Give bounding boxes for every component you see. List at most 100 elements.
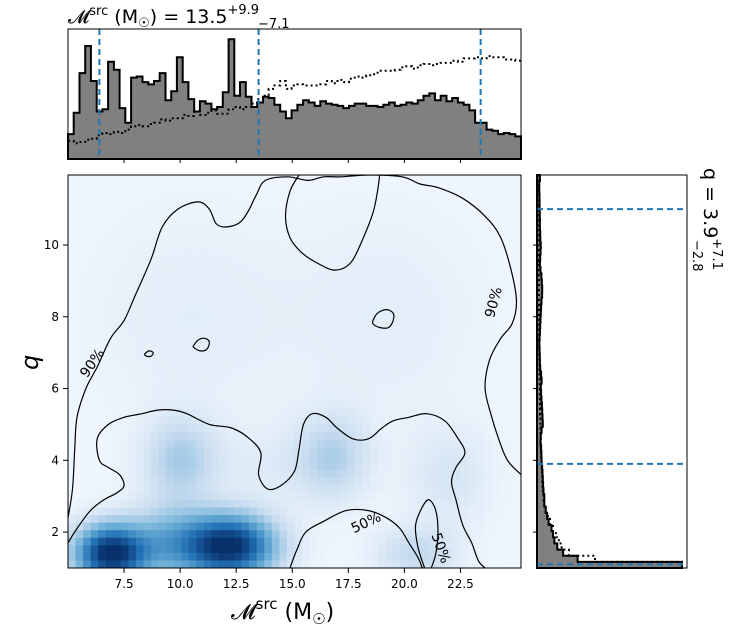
heat-cell <box>196 492 205 501</box>
heat-cell <box>98 280 107 289</box>
heat-cell <box>385 235 394 244</box>
heat-cell <box>294 243 303 252</box>
heat-cell <box>105 341 114 350</box>
heat-cell <box>505 288 515 297</box>
heat-cell <box>113 401 122 410</box>
heat-cell <box>75 235 84 244</box>
heat-cell <box>264 530 273 539</box>
heat-cell <box>173 552 182 562</box>
heat-cell <box>196 273 205 282</box>
heat-cell <box>203 280 213 289</box>
heat-cell <box>513 356 521 365</box>
heat-cell <box>68 537 77 546</box>
heat-cell <box>90 409 99 418</box>
heat-cell <box>68 295 77 305</box>
heat-cell <box>483 265 492 274</box>
heat-cell <box>407 492 416 501</box>
heat-cell <box>271 522 280 531</box>
heat-cell <box>249 379 258 388</box>
heat-cell <box>166 530 175 539</box>
heat-cell <box>445 197 454 206</box>
heat-cell <box>241 288 250 297</box>
heat-cell <box>385 537 394 546</box>
heat-cell <box>339 462 348 471</box>
heat-cell <box>354 371 364 380</box>
heat-cell <box>256 295 265 305</box>
heat-cell <box>271 288 280 297</box>
heat-cell <box>151 303 160 312</box>
heat-cell <box>453 197 462 206</box>
heat-cell <box>173 265 182 274</box>
heat-cell <box>120 348 129 357</box>
heat-cell <box>332 197 341 206</box>
heat-cell <box>407 469 416 478</box>
heat-cell <box>309 386 318 395</box>
heat-cell <box>324 530 333 539</box>
heat-cell <box>113 212 122 221</box>
x-axis-label: 𝓜src (M☉) <box>231 595 334 628</box>
heat-cell <box>166 431 175 441</box>
heat-cell <box>196 333 205 342</box>
heat-cell <box>453 220 462 229</box>
heat-cell <box>354 499 364 509</box>
heat-cell <box>151 356 160 365</box>
heat-cell <box>166 288 175 297</box>
heat-cell <box>286 318 296 327</box>
heat-cell <box>226 341 235 350</box>
heat-cell <box>83 371 92 380</box>
heat-cell <box>324 454 333 463</box>
heat-cell <box>135 386 145 395</box>
heat-cell <box>90 258 99 267</box>
heat-cell <box>415 243 424 252</box>
heat-cell <box>68 175 77 184</box>
heat-cell <box>309 424 318 433</box>
heat-cell <box>203 462 213 471</box>
heat-cell <box>166 424 175 433</box>
heat-cell <box>120 469 129 478</box>
heat-cell <box>113 394 122 403</box>
heat-cell <box>347 363 356 373</box>
heat-cell <box>324 537 333 546</box>
heat-cell <box>490 197 499 206</box>
heat-cell <box>445 394 454 403</box>
heat-cell <box>181 447 190 456</box>
heat-cell <box>143 227 152 237</box>
heat-cell <box>354 537 364 546</box>
heat-cell <box>166 258 175 267</box>
heat-cell <box>226 348 235 357</box>
heat-cell <box>309 333 318 342</box>
heat-cell <box>105 273 114 282</box>
heat-cell <box>498 280 507 289</box>
heat-cell <box>196 499 205 509</box>
heat-cell <box>83 507 92 516</box>
heat-cell <box>498 273 507 282</box>
heat-cell <box>302 484 311 494</box>
heat-cell <box>90 386 99 395</box>
heat-cell <box>256 220 265 229</box>
heat-cell <box>211 190 220 199</box>
heat-cell <box>339 288 348 297</box>
heat-cell <box>135 492 145 501</box>
heat-cell <box>90 499 99 509</box>
heat-cell <box>347 273 356 282</box>
heat-cell <box>483 356 492 365</box>
heat-cell <box>68 522 77 531</box>
heat-cell <box>430 250 439 259</box>
heat-cell <box>490 409 499 418</box>
heat-cell <box>505 205 515 214</box>
heat-cell <box>392 560 401 568</box>
heat-cell <box>203 469 213 478</box>
heat-cell <box>143 333 152 342</box>
heat-cell <box>339 243 348 252</box>
heat-cell <box>105 280 114 289</box>
heat-cell <box>490 212 499 221</box>
heat-cell <box>256 258 265 267</box>
heat-cell <box>453 303 462 312</box>
heat-cell <box>370 280 379 289</box>
heat-cell <box>264 560 273 568</box>
heat-cell <box>302 311 311 320</box>
contour-label: 90% <box>482 285 506 319</box>
heat-cell <box>377 469 386 478</box>
heat-cell <box>173 190 182 199</box>
heat-cell <box>460 515 469 524</box>
